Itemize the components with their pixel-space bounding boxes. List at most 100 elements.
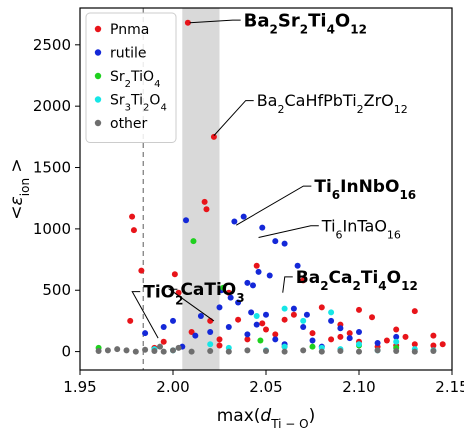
data-point-pnma (430, 332, 437, 339)
data-point-sr2tio4 (309, 343, 316, 350)
annotation-part: Ti (321, 216, 336, 235)
data-point-rutile (240, 213, 247, 220)
data-point-other (225, 348, 232, 355)
annotation-part: 2 (300, 22, 308, 36)
data-point-rutile (346, 335, 353, 342)
data-point-sr3ti2o4 (300, 317, 307, 324)
annotation-part: 16 (399, 188, 416, 202)
data-point-other (263, 347, 269, 354)
annotation-part: 3 (236, 291, 244, 305)
legend-label-part: 2 (143, 102, 149, 113)
y-axis-title-part: ε (7, 196, 27, 205)
legend-marker-pnma (94, 25, 102, 33)
y-axis-title-part: ion (18, 178, 32, 196)
data-point-rutile (231, 218, 238, 225)
data-point-pnma (201, 198, 208, 205)
legend-label-part: other (110, 116, 148, 132)
data-point-pnma (309, 330, 316, 337)
data-point-rutile (235, 299, 242, 306)
annotation-leader-line (189, 19, 241, 24)
data-point-rutile (244, 279, 251, 286)
annotation-part: 2 (175, 294, 183, 308)
data-point-other (300, 347, 307, 354)
legend-label-part: 3 (125, 102, 131, 113)
data-point-pnma (210, 133, 217, 140)
annotation-part: InNbO (340, 177, 399, 197)
annotation-part: Ba (257, 91, 278, 110)
legend-label-rutile: rutile (110, 46, 147, 62)
x-tick-label: 2.15 (435, 378, 464, 396)
legend-label-part: Sr (110, 69, 125, 85)
data-point-pnma (235, 316, 242, 323)
annotation-leader-line (235, 185, 312, 226)
annotation-part: Ti (314, 177, 331, 197)
data-point-other (123, 347, 130, 354)
data-point-pnma (346, 330, 353, 337)
annotation-part: 2 (270, 22, 278, 36)
data-point-other (207, 347, 214, 354)
annotation-leader-line (213, 100, 254, 136)
data-point-sr2tio4 (257, 337, 264, 344)
data-point-pnma (439, 341, 446, 348)
x-tick-label: 2.00 (156, 378, 189, 396)
annotation-part: Ti (361, 268, 378, 288)
annotation-part: 6 (336, 228, 343, 241)
annotation-part: ZrO (364, 91, 394, 110)
data-point-sr3ti2o4 (207, 341, 214, 348)
data-point-pnma (203, 206, 210, 213)
data-point-pnma (244, 336, 251, 343)
legend-label-part: TiO (130, 69, 154, 85)
annotation-part: O (387, 268, 401, 288)
legend-marker-sr2tio4 (94, 72, 102, 80)
annotation-part: 2 (353, 279, 361, 293)
annotation-label: CaTiO3 (180, 280, 244, 305)
data-point-pnma (337, 333, 344, 340)
data-point-other (393, 347, 400, 354)
data-point-sr3ti2o4 (281, 343, 288, 350)
data-point-rutile (290, 305, 297, 312)
data-point-pnma (430, 342, 437, 349)
data-point-rutile (266, 272, 273, 279)
data-point-pnma (160, 338, 167, 345)
data-point-pnma (356, 306, 362, 313)
data-point-pnma (184, 19, 191, 26)
data-point-rutile (393, 333, 400, 340)
annotation-label: Ti6InTaO16 (321, 216, 401, 241)
data-point-pnma (402, 333, 409, 340)
annotation-part: Ca (329, 268, 353, 288)
annotation-part: CaTiO (180, 280, 236, 300)
y-tick-label: 1000 (33, 220, 71, 238)
shaded-band (182, 8, 220, 370)
annotation-part: 12 (401, 279, 418, 293)
data-point-other (281, 348, 288, 355)
annotation-part: 6 (332, 188, 340, 202)
data-point-pnma (393, 326, 400, 333)
data-point-pnma (127, 317, 134, 324)
data-point-rutile (356, 328, 362, 335)
annotation-part: CaHfPbTi (284, 91, 356, 110)
data-point-other (160, 348, 167, 355)
data-point-pnma (138, 267, 145, 274)
annotation-part: O (335, 10, 350, 31)
data-point-pnma (300, 277, 307, 284)
data-point-pnma (259, 320, 266, 327)
data-point-pnma (318, 304, 325, 311)
y-axis-title-part: < (7, 205, 27, 219)
data-point-other (151, 347, 158, 354)
annotation-leader-line (167, 288, 215, 322)
data-point-sr2tio4 (220, 284, 227, 291)
data-point-pnma (383, 337, 390, 344)
data-point-pnma (216, 336, 223, 343)
data-point-rutile (248, 309, 255, 316)
data-point-rutile (294, 262, 301, 269)
data-point-pnma (253, 262, 260, 269)
data-point-rutile (142, 330, 149, 337)
data-point-rutile (216, 304, 223, 311)
data-point-pnma (272, 331, 279, 338)
y-tick-label: 0 (61, 343, 71, 361)
x-axis-title-part: max( (217, 406, 261, 426)
data-point-rutile (281, 240, 288, 247)
annotation-part: Ba (244, 10, 270, 31)
annotation-leader-line (282, 276, 293, 293)
data-point-other (142, 346, 149, 353)
